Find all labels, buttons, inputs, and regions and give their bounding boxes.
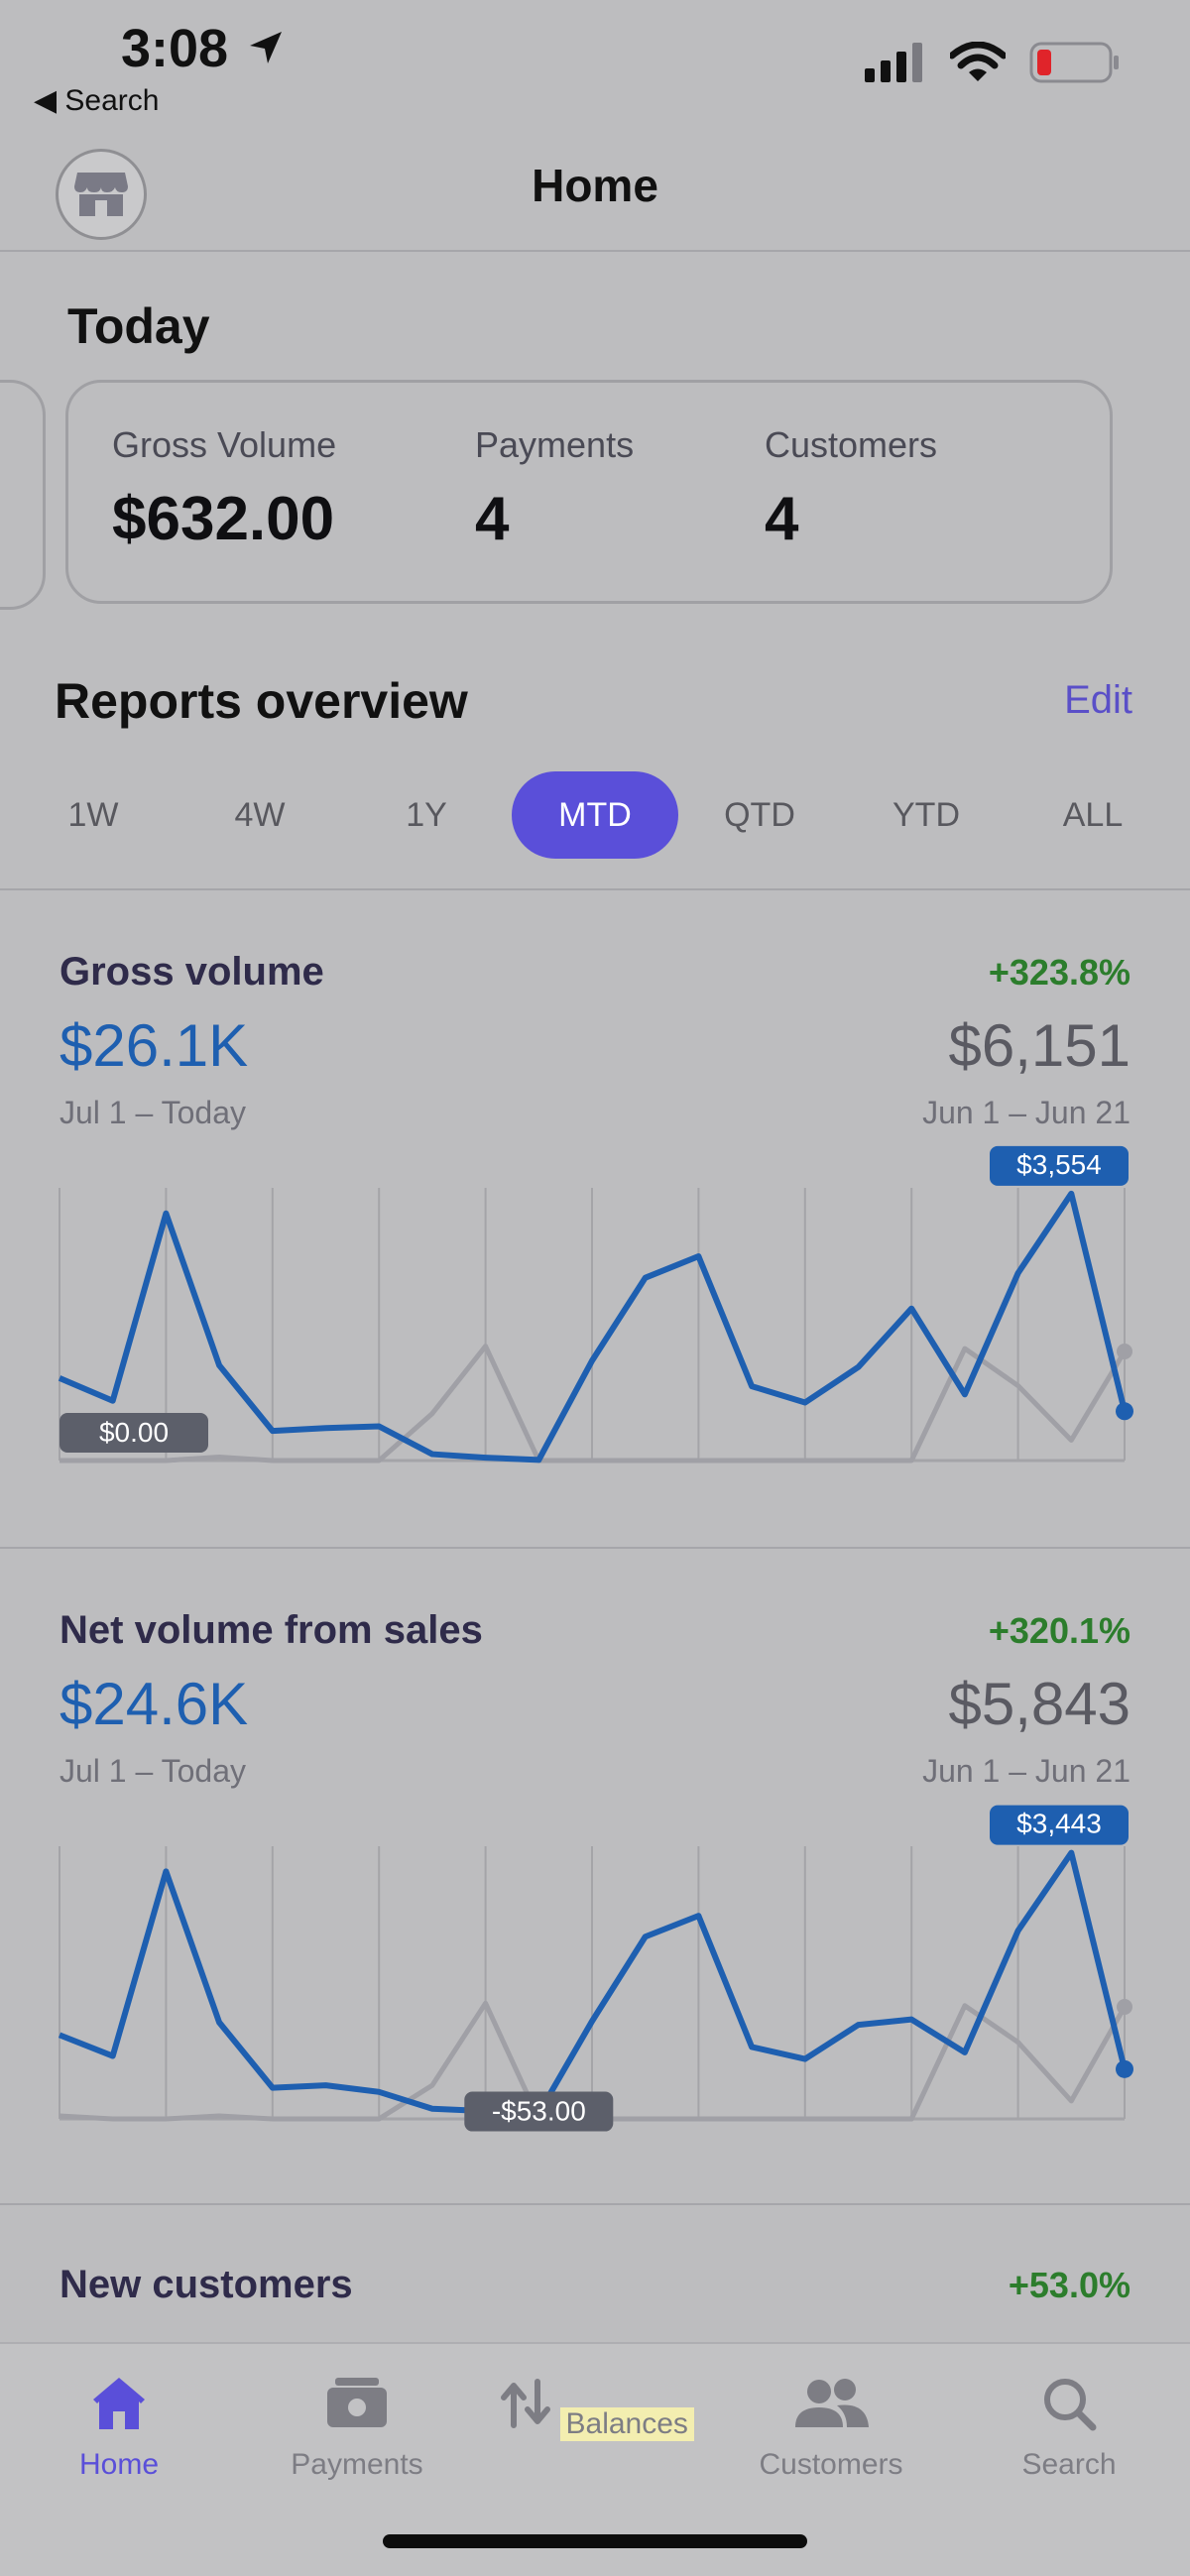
search-icon — [1044, 2379, 1097, 2431]
metric-value: 4 — [765, 485, 799, 553]
card-current-period: Jul 1 – Today — [60, 1095, 246, 1130]
card-previous-period: Jun 1 – Jun 21 — [922, 1095, 1130, 1130]
metric-label: Payments — [475, 424, 635, 465]
tab-label: Balances — [559, 2407, 694, 2441]
metric-label: Gross Volume — [112, 424, 337, 465]
current-period-line — [58, 1190, 1128, 1464]
min-value-label: -$53.00 — [492, 2096, 586, 2127]
section-divider — [0, 888, 1190, 890]
status-time: 3:08 — [121, 19, 229, 78]
card-current-value: $24.6K — [60, 1671, 249, 1737]
header-divider — [0, 250, 1190, 252]
range-tab-qtd[interactable]: QTD — [724, 796, 795, 834]
range-tab-1w[interactable]: 1W — [67, 796, 119, 834]
max-value-tag — [990, 1805, 1129, 1845]
card-current-period: Jul 1 – Today — [60, 1753, 246, 1789]
current-period-end-point — [1116, 1402, 1133, 1421]
customers-icon — [795, 2379, 869, 2427]
back-to-search-link[interactable]: ◀ Search — [34, 84, 160, 117]
new-customers-title: New customers — [60, 2263, 353, 2306]
metric-label: Customers — [765, 424, 938, 465]
card-change: +323.8% — [988, 952, 1130, 993]
gross-volume-chart[interactable]: $3,554 $0.00 — [0, 890, 1190, 1547]
tab-label: Customers — [759, 2448, 903, 2481]
card-current-value: $26.1K — [60, 1012, 249, 1079]
tab-search[interactable]: Search — [970, 2374, 1168, 2482]
card-change: +320.1% — [988, 1610, 1130, 1651]
min-value-tag — [60, 1413, 208, 1453]
store-avatar-button[interactable] — [56, 149, 147, 240]
card-previous-value: $6,151 — [948, 1012, 1130, 1079]
card-title: Gross volume — [60, 950, 324, 994]
range-tab-mtd[interactable]: MTD — [512, 771, 678, 859]
min-value-label: $0.00 — [99, 1417, 169, 1448]
metric-customers: Customers 4 — [765, 424, 937, 554]
min-value-tag — [464, 2091, 614, 2132]
store-icon — [74, 173, 128, 216]
range-tab-all[interactable]: ALL — [1062, 796, 1124, 834]
current-period-line — [58, 1849, 1128, 2117]
new-customers-change: +53.0% — [1008, 2265, 1130, 2305]
location-arrow-icon — [246, 28, 286, 72]
previous-period-end-point — [1117, 1998, 1132, 2015]
cellular-signal-icon — [865, 43, 922, 82]
metric-gross-volume: Gross Volume $632.00 — [112, 424, 336, 554]
max-value-tag — [990, 1145, 1129, 1186]
tab-label: Payments — [291, 2448, 423, 2481]
current-period-end-point — [1116, 2059, 1133, 2078]
edit-reports-button[interactable]: Edit — [1064, 678, 1132, 722]
net-volume-chart[interactable]: $3,443 -$53.00 — [0, 1549, 1190, 2203]
today-title: Today — [67, 298, 210, 354]
range-tab-ytd[interactable]: YTD — [892, 796, 960, 834]
reports-overview-title: Reports overview — [55, 673, 468, 729]
previous-summary-card[interactable] — [0, 380, 46, 610]
section-divider — [0, 2203, 1190, 2205]
wifi-icon — [950, 42, 1006, 81]
page-title: Home — [532, 160, 658, 211]
gross-volume-card[interactable]: Gross volume +323.8% $26.1K $6,151 Jul 1… — [0, 890, 1190, 1547]
previous-period-line — [60, 1344, 1128, 1464]
balances-icon — [501, 2379, 551, 2428]
home-indicator — [383, 2534, 807, 2548]
max-value-label: $3,443 — [1016, 1809, 1102, 1839]
metric-value: 4 — [475, 485, 510, 553]
payments-icon — [327, 2378, 387, 2427]
range-tab-4w[interactable]: 4W — [234, 796, 286, 834]
home-icon — [93, 2378, 145, 2429]
card-previous-period: Jun 1 – Jun 21 — [922, 1753, 1130, 1789]
card-previous-value: $5,843 — [948, 1671, 1130, 1737]
tab-balances[interactable]: Balances — [496, 2374, 694, 2441]
tab-payments[interactable]: Payments — [258, 2374, 456, 2482]
tab-label: Search — [1021, 2448, 1117, 2481]
tab-customers[interactable]: Customers — [732, 2374, 930, 2482]
metric-value: $632.00 — [112, 485, 335, 553]
battery-low-icon — [1029, 42, 1119, 83]
net-volume-card[interactable]: Net volume from sales +320.1% $24.6K $5,… — [0, 1549, 1190, 2203]
metric-payments: Payments 4 — [475, 424, 634, 554]
max-value-label: $3,554 — [1016, 1149, 1102, 1180]
section-divider — [0, 1547, 1190, 1549]
previous-period-end-point — [1117, 1344, 1132, 1359]
card-title: Net volume from sales — [60, 1608, 483, 1652]
tab-home[interactable]: Home — [20, 2374, 218, 2482]
status-icons — [865, 42, 1121, 83]
tab-label: Home — [78, 2448, 160, 2481]
today-summary-card[interactable]: Gross Volume $632.00 Payments 4 Customer… — [65, 380, 1113, 604]
range-tab-1y[interactable]: 1Y — [406, 796, 447, 834]
